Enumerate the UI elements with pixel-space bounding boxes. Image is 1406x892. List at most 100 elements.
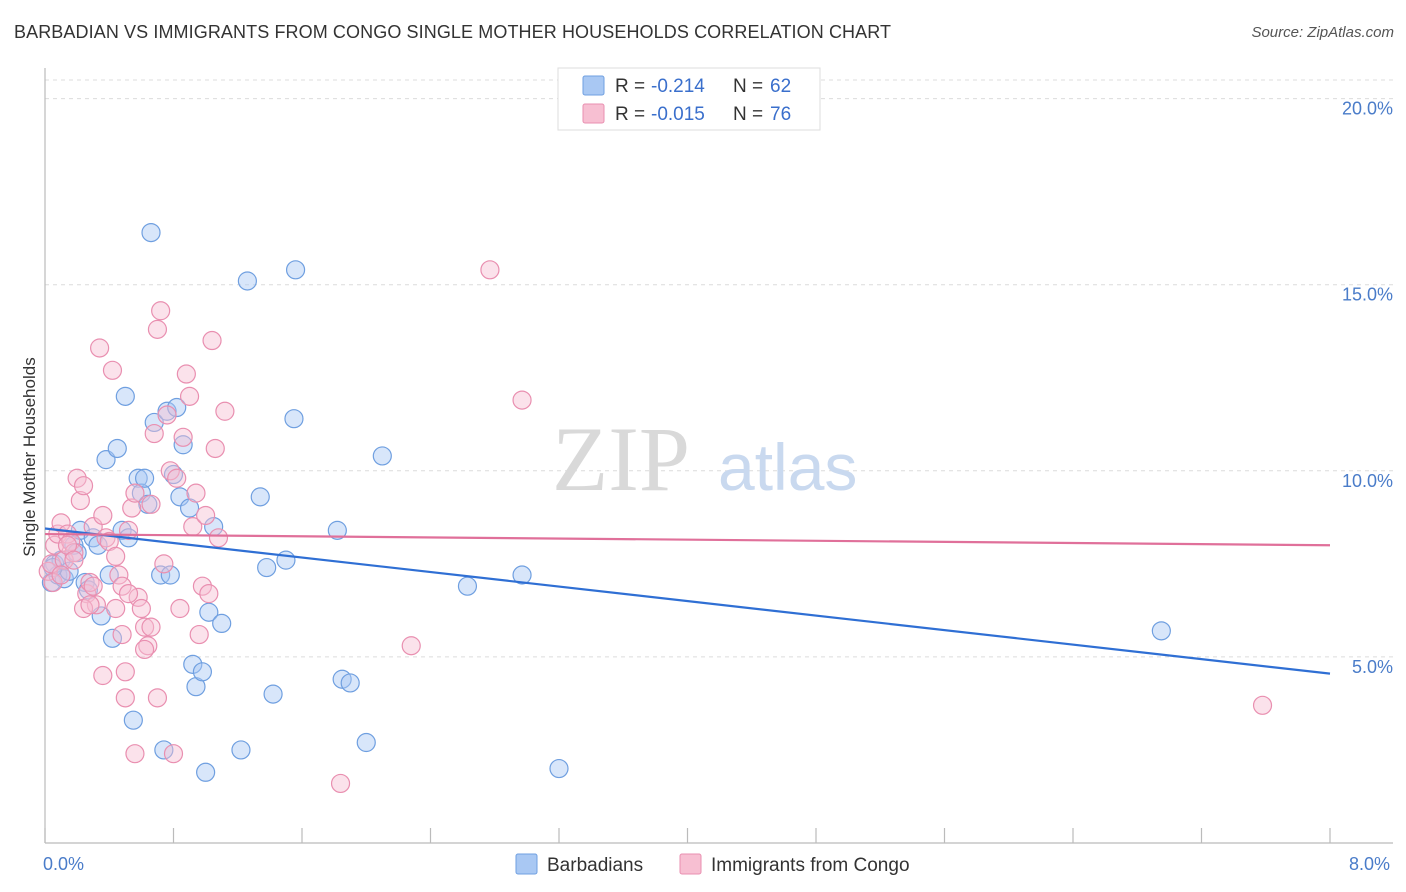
congo-point [115,662,135,682]
legend-r-value-1: -0.214 [651,76,705,97]
congo-point [67,468,87,488]
chart-title: BARBADIAN VS IMMIGRANTS FROM CONGO SINGL… [14,22,892,42]
barbadians-trendline [44,527,1331,675]
congo-point [112,624,132,645]
congo-point [199,584,219,604]
axes [44,68,1393,844]
barbadians-point [183,654,203,674]
barbadians-point [372,446,392,466]
legend-bottom: Barbadians Immigrants from Congo [515,853,910,876]
congo-point [118,584,139,604]
barbadians-point [154,740,174,760]
barbadians-point [107,438,127,459]
source-credit: Source: ZipAtlas.com [1251,24,1394,41]
congo-point [1252,695,1273,715]
congo-point [125,744,145,764]
y-tick-label: 10.0% [1342,471,1393,491]
congo-point [196,505,216,526]
congo-point [80,572,100,593]
barbadians-point [263,684,283,704]
congo-trendline [44,532,1331,547]
congo-point [86,595,107,615]
congo-point [134,639,155,660]
y-tick-label: 20.0% [1342,99,1393,119]
barbadians-point [192,662,213,682]
x-tick-label-min: 0.0% [43,854,84,874]
legend-r-value-2: -0.015 [651,104,705,125]
congo-point [106,546,126,567]
congo-point [154,554,174,574]
congo-point [147,319,168,339]
congo-point [176,364,196,384]
congo-point [125,483,145,503]
congo-point [202,330,222,351]
barbadians-point [327,520,347,540]
congo-point [141,617,161,637]
trendlines [44,527,1331,675]
barbadians-point [276,550,296,570]
legend-top: R = -0.214 N = 62 R = -0.015 N = 76 [557,67,821,131]
congo-point [160,461,180,481]
congo-point [70,490,90,511]
congo-point [64,543,84,563]
congo-point [93,505,113,526]
barbadians-point [356,732,376,753]
bottom-legend-swatch-barbadians [515,853,538,875]
congo-point [480,260,500,280]
congo-point [122,498,142,518]
barbadians-point [141,223,161,243]
barbadians-point [231,740,251,760]
watermark: ZIP atlas [552,408,857,510]
barbadians-point [549,758,569,779]
congo-point [64,550,84,570]
congo-point [138,636,158,656]
watermark-atlas: atlas [718,430,857,504]
barbadians-point [196,762,216,782]
congo-point [189,624,209,645]
y-tick-labels: 5.0% 10.0% 15.0% 20.0% [1342,99,1393,677]
legend-n-label-2: N = [733,104,763,125]
congo-point [96,528,116,548]
barbadians-point [199,602,219,622]
barbadians-point [163,464,184,485]
barbadians-point [512,565,532,585]
barbadians-point [151,565,171,585]
congo-point [51,513,71,533]
congo-point [141,494,161,514]
bottom-legend-label-congo: Immigrants from Congo [711,855,910,876]
bottom-legend-label-barbadians: Barbadians [547,855,643,876]
legend-r-label-1: R = [615,76,645,97]
barbadians-point [284,409,304,429]
y-axis-title: Single Mother Households [20,357,39,556]
legend-n-value-1: 62 [770,76,791,97]
x-tick-label-max: 8.0% [1349,854,1390,874]
congo-point [170,598,190,619]
barbadians-point [173,435,193,455]
barbadians-point [102,628,123,648]
legend-swatch-barbadians [582,75,605,96]
barbadians-point [115,386,135,406]
congo-point [192,576,213,596]
barbadians-point [212,613,232,634]
congo-point [54,550,74,570]
barbadians-point [340,673,360,693]
congo-point [115,688,135,708]
congo-point [157,405,177,425]
congo-point [147,688,168,708]
congo-point [208,528,229,548]
congo-point [167,468,187,488]
congo-point [51,565,71,585]
congo-point [179,386,200,406]
congo-point [134,617,155,637]
barbadians-point [1151,621,1171,641]
watermark-zip: ZIP [552,408,690,510]
congo-point [512,390,532,410]
barbadians-point [285,260,306,280]
congo-point [83,576,103,596]
congo-point [106,598,126,619]
congo-point [151,301,171,321]
gridlines [45,79,1393,658]
legend-r-label-2: R = [615,104,645,125]
congo-point [93,665,113,686]
congo-point [215,401,235,421]
